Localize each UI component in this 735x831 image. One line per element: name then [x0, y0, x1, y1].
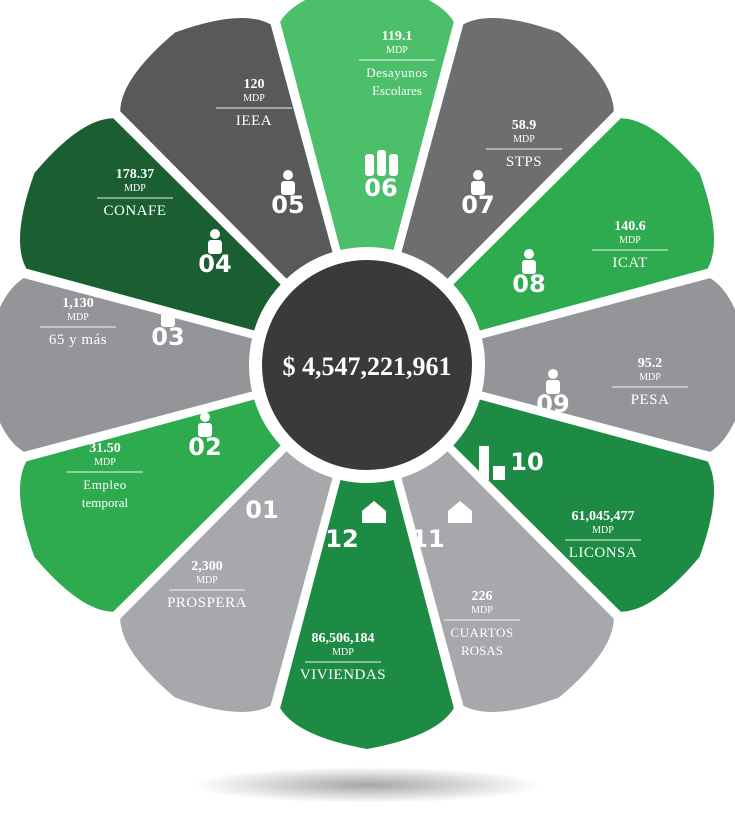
- petal-value: 95.2: [638, 356, 663, 371]
- petal-number: 10: [510, 448, 543, 476]
- petal-shape: [0, 278, 253, 452]
- worker-icon: [198, 412, 212, 437]
- petal-unit: MDP: [243, 93, 265, 104]
- petal-shape: [481, 278, 735, 452]
- petal-unit: MDP: [332, 647, 354, 658]
- petal-number: 12: [325, 525, 358, 553]
- petal-unit: MDP: [471, 605, 493, 616]
- petal-value: 61,045,477: [572, 509, 635, 524]
- petal-number: 01: [245, 496, 278, 524]
- house-icon: [362, 501, 386, 523]
- petal-shape: [120, 17, 333, 279]
- petal-shape: [453, 118, 715, 331]
- petal-name: ICAT: [612, 255, 647, 271]
- petal-name: IEEA: [236, 113, 272, 129]
- teacher-board-icon: [208, 229, 222, 254]
- petal-unit: MDP: [639, 372, 661, 383]
- petal-name: PROSPERA: [167, 595, 247, 611]
- petal-shape: [280, 0, 454, 251]
- petal-value: 119.1: [382, 29, 413, 44]
- petal-number: 02: [188, 433, 221, 461]
- petal-unit: MDP: [619, 235, 641, 246]
- petal-name: VIVIENDAS: [300, 667, 386, 683]
- petal-value: 178.37: [116, 167, 155, 182]
- petal-name: 65 y más: [49, 332, 107, 348]
- petals-layer: 2,300MDPPROSPERA0131.50MDPEmpleotemporal…: [0, 0, 735, 749]
- petal-unit: MDP: [386, 45, 408, 56]
- petal-number: 03: [151, 323, 184, 351]
- milk-bottles-icon: [365, 150, 398, 176]
- petal-value: 140.6: [614, 219, 646, 234]
- petal-unit: MDP: [513, 134, 535, 145]
- petal-value: 58.9: [512, 118, 537, 133]
- farm-cow-icon: [546, 369, 560, 394]
- petal-number: 07: [461, 191, 494, 219]
- petal-value: 31.50: [89, 441, 121, 456]
- floor-shadow: [192, 767, 542, 803]
- petal-number: 04: [198, 250, 231, 278]
- center-circle: [262, 260, 472, 470]
- petal-name-line2: temporal: [82, 495, 129, 510]
- petal-name: CUARTOS: [450, 625, 513, 640]
- petal-shape: [401, 17, 614, 279]
- petal-value: 86,506,184: [312, 631, 375, 646]
- petal-name: Desayunos: [366, 65, 428, 80]
- petal-unit: MDP: [196, 575, 218, 586]
- petal-unit: MDP: [124, 183, 146, 194]
- petal-number: 11: [411, 525, 444, 553]
- petal-shape: [120, 451, 333, 713]
- total-amount: $ 4,547,221,961: [283, 352, 452, 381]
- petal-shape: [19, 399, 281, 612]
- petal-number: 05: [271, 191, 304, 219]
- petal-value: 120: [244, 77, 265, 92]
- petal-unit: MDP: [94, 457, 116, 468]
- petal-unit: MDP: [592, 525, 614, 536]
- petal-shape: [19, 118, 281, 331]
- petal-value: 1,130: [62, 296, 94, 311]
- petal-shape: [280, 479, 454, 749]
- milk-carton-icon: [479, 446, 505, 480]
- petal-name: STPS: [506, 154, 542, 170]
- petal-number: 09: [536, 390, 569, 418]
- petal-unit: MDP: [67, 312, 89, 323]
- student-reading-icon: [281, 170, 295, 195]
- petal-name-line2: ROSAS: [461, 643, 503, 658]
- petal-name: PESA: [631, 392, 670, 408]
- house-icon: [448, 501, 472, 523]
- petal-number: 06: [364, 174, 397, 202]
- petal-value: 226: [472, 589, 493, 604]
- petal-name: Empleo: [83, 477, 126, 492]
- petal-number: 08: [512, 270, 545, 298]
- petal-shape: [453, 399, 715, 612]
- petal-name: LICONSA: [569, 545, 638, 561]
- petal-value: 2,300: [191, 559, 223, 574]
- person-arrows-icon: [471, 170, 485, 195]
- petal-name: CONAFE: [103, 203, 166, 219]
- person-arrows-icon: [522, 249, 536, 274]
- petal-name-line2: Escolares: [372, 83, 422, 98]
